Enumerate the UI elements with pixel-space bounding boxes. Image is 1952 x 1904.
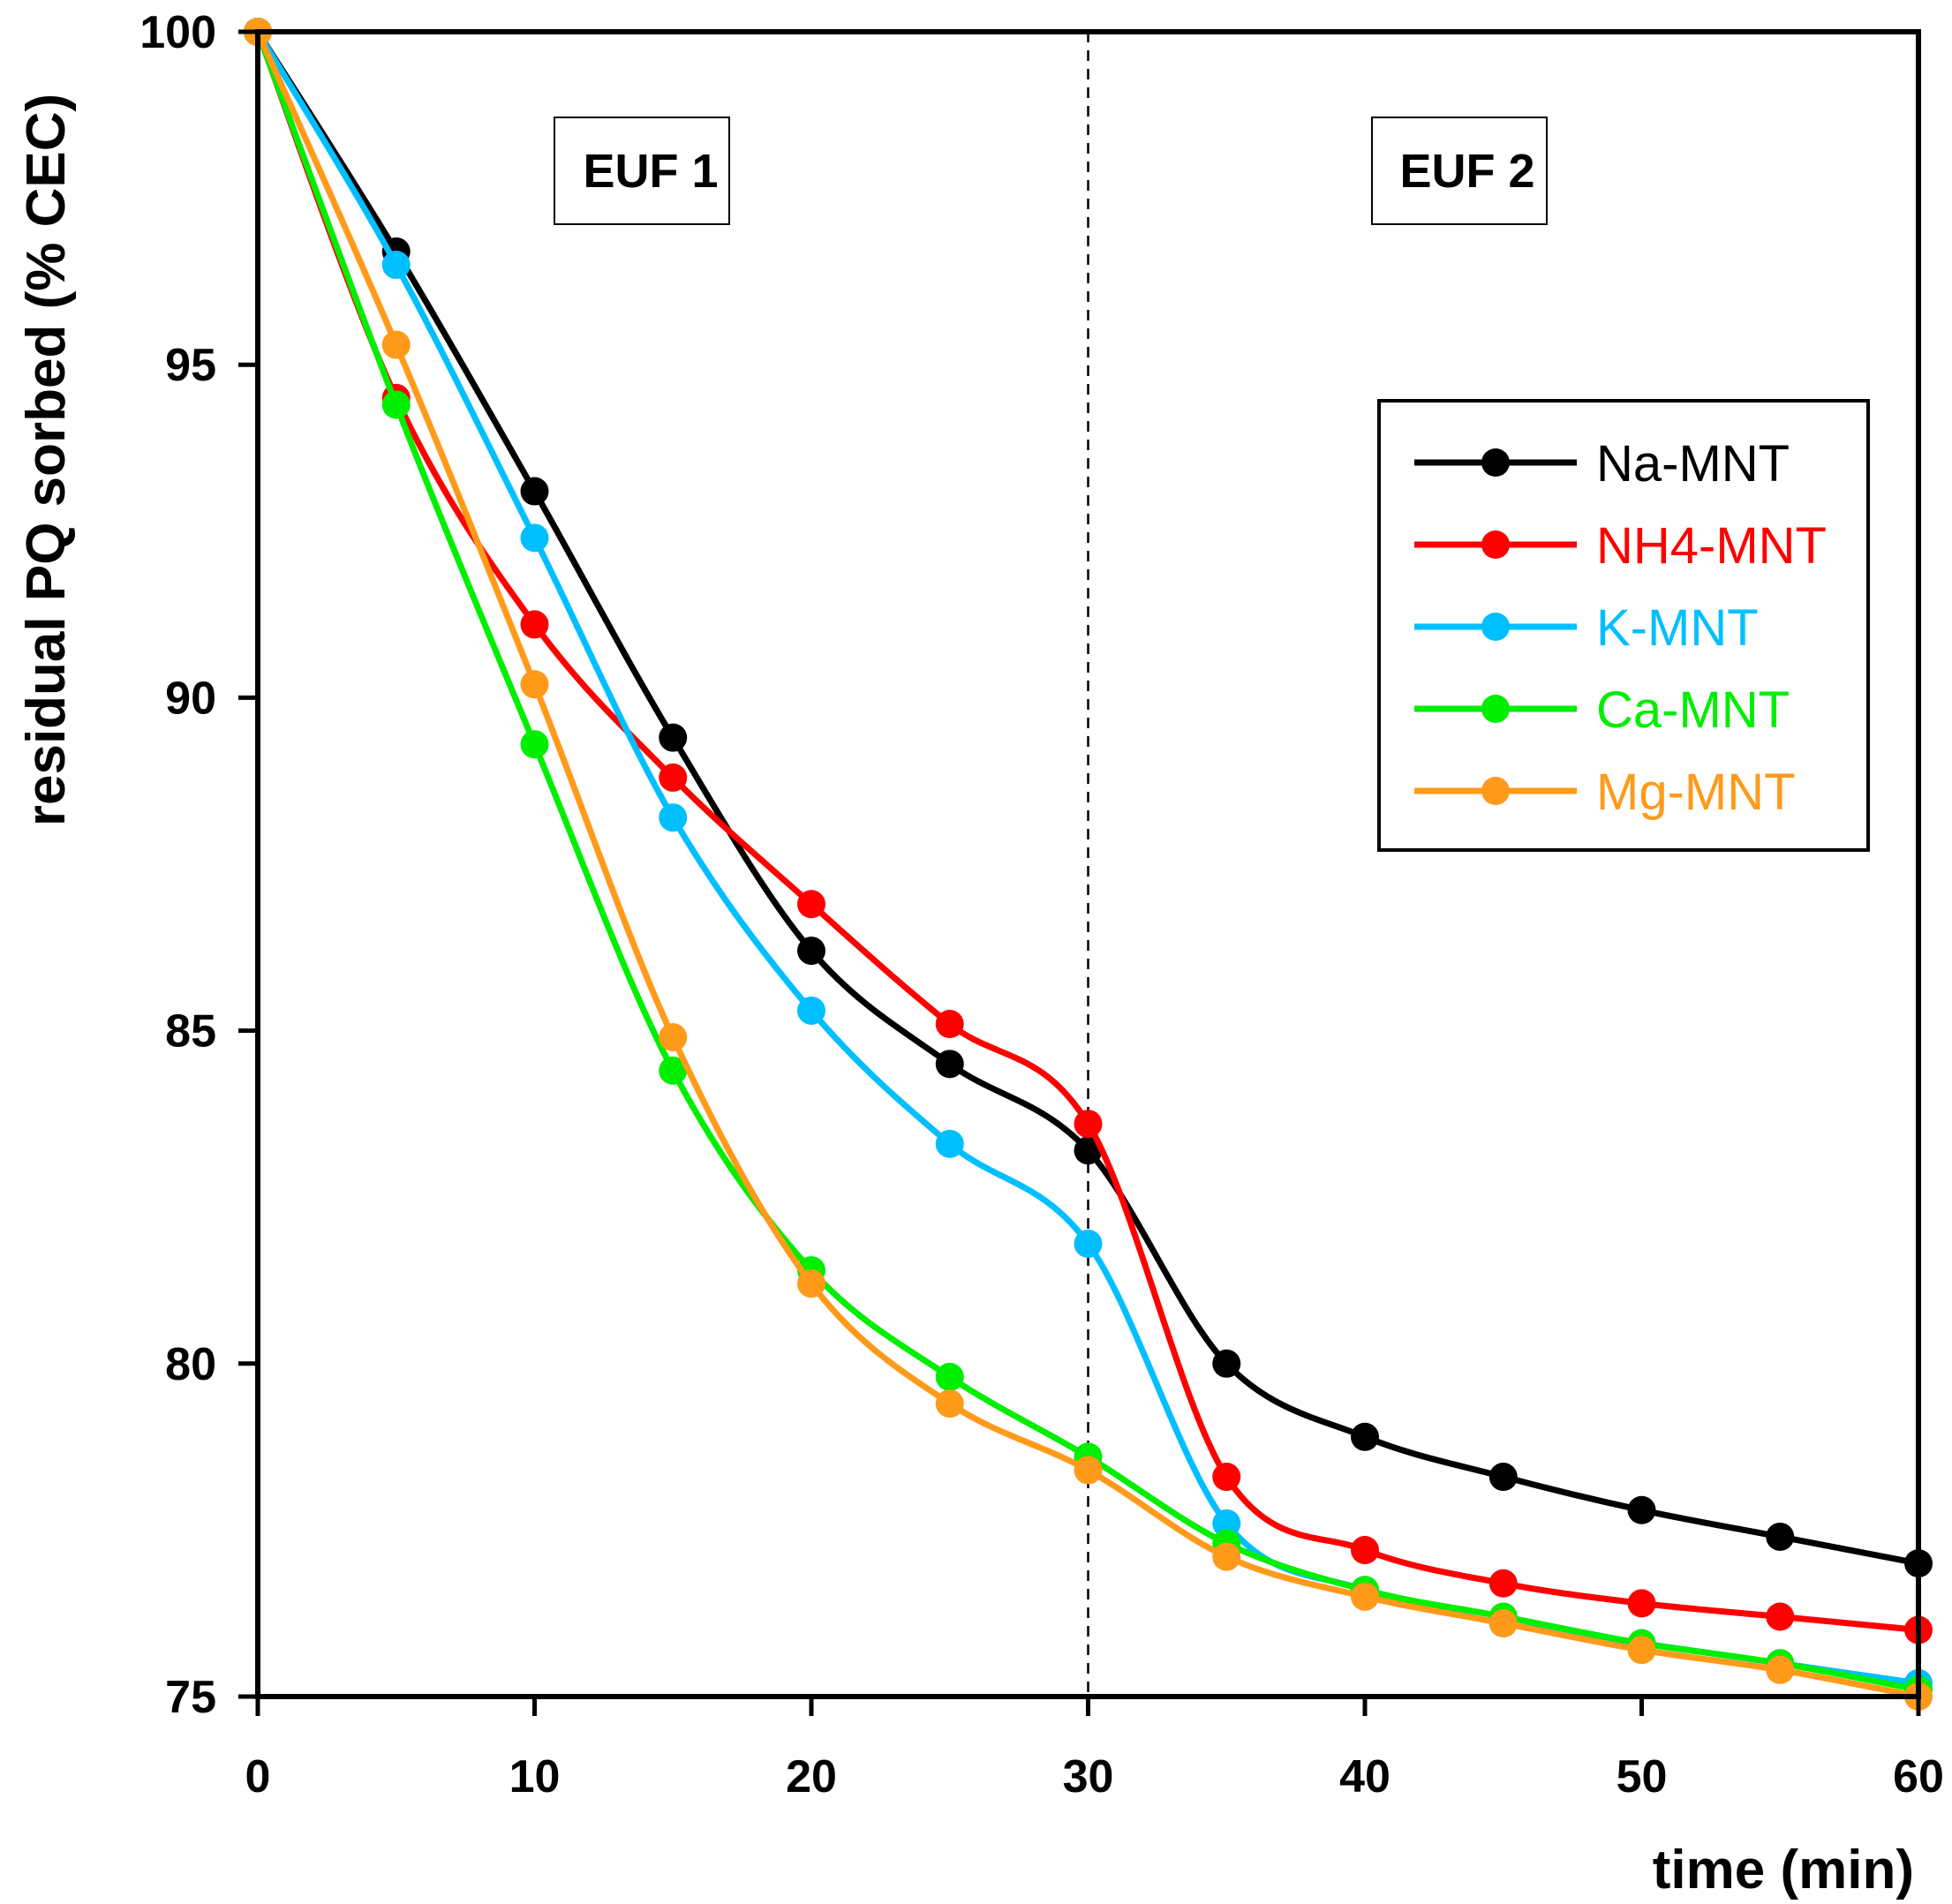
y-tick-label: 95 [165, 340, 216, 391]
x-tick-label: 40 [1339, 1751, 1391, 1802]
data-point-na-mnt [797, 937, 825, 966]
legend-label: Ca-MNT [1596, 681, 1790, 739]
data-point-mg-mnt [797, 1269, 825, 1298]
legend-swatch-marker [1481, 695, 1510, 723]
svg-text:EUF 1: EUF 1 [583, 145, 718, 198]
legend-label: NH4-MNT [1596, 517, 1827, 575]
data-point-k-mnt [797, 996, 825, 1025]
data-point-na-mnt [1212, 1349, 1241, 1378]
y-tick-label: 85 [165, 1006, 216, 1057]
legend-item-na-mnt: Na-MNT [1414, 435, 1790, 493]
data-point-mg-mnt [1627, 1636, 1656, 1665]
data-point-na-mnt [935, 1050, 964, 1079]
y-tick-label: 75 [165, 1672, 216, 1723]
data-point-ca-mnt [935, 1362, 964, 1391]
data-point-na-mnt [1627, 1495, 1656, 1524]
legend-label: Na-MNT [1596, 435, 1790, 493]
series-mg-mnt [244, 18, 1933, 1711]
data-point-k-mnt [520, 523, 549, 553]
x-tick-label: 30 [1063, 1751, 1114, 1802]
data-point-mg-mnt [1351, 1582, 1379, 1611]
series-layer [244, 18, 1933, 1711]
data-point-k-mnt [1074, 1230, 1103, 1259]
legend-label: Mg-MNT [1596, 764, 1796, 821]
y-tick-label: 100 [139, 7, 216, 58]
legend-swatch-marker [1481, 613, 1510, 641]
x-tick-label: 60 [1893, 1751, 1944, 1802]
x-tick-label: 20 [786, 1751, 837, 1802]
data-point-na-mnt [520, 477, 549, 506]
data-point-na-mnt [1351, 1422, 1379, 1451]
legend-swatch-marker [1481, 531, 1510, 559]
data-point-mg-mnt [1488, 1609, 1518, 1638]
x-tick-label: 0 [245, 1751, 271, 1802]
series-ca-mnt [244, 18, 1933, 1705]
region-label-euf-2: EUF 2 [1371, 117, 1548, 225]
legend-item-ca-mnt: Ca-MNT [1414, 681, 1790, 739]
data-point-mg-mnt [935, 1389, 964, 1419]
svg-text:EUF 2: EUF 2 [1399, 145, 1534, 198]
series-line-na-mnt [254, 28, 1922, 1567]
data-point-nh4-mnt [1627, 1589, 1656, 1618]
data-point-mg-mnt [520, 670, 549, 699]
legend-item-mg-mnt: Mg-MNT [1414, 764, 1796, 821]
data-point-mg-mnt [1074, 1456, 1103, 1485]
data-point-nh4-mnt [1074, 1110, 1103, 1139]
data-point-nh4-mnt [520, 610, 549, 639]
data-point-na-mnt [1766, 1522, 1795, 1551]
data-point-ca-mnt [381, 390, 411, 419]
x-axis-title: time (min) [1653, 1840, 1914, 1900]
legend-label: K-MNT [1596, 599, 1759, 657]
region-label-euf-1: EUF 1 [554, 117, 730, 225]
data-point-mg-mnt [1212, 1542, 1241, 1571]
legend-item-k-mnt: K-MNT [1414, 599, 1759, 657]
y-axis: 75 80 85 90 95 100 [139, 7, 258, 1723]
legend-item-nh4-mnt: NH4-MNT [1414, 517, 1827, 575]
legend: Na-MNT NH4-MNT K-MNT Ca-MNT Mg-MNT [1377, 399, 1870, 852]
x-axis: 0 10 20 30 40 50 60 [245, 1697, 1944, 1802]
x-tick-label: 50 [1617, 1751, 1668, 1802]
data-point-mg-mnt [1766, 1655, 1795, 1684]
data-point-k-mnt [935, 1129, 964, 1158]
data-point-k-mnt [659, 803, 688, 832]
data-point-nh4-mnt [1351, 1536, 1379, 1565]
data-point-nh4-mnt [1488, 1569, 1518, 1598]
data-point-nh4-mnt [1766, 1602, 1795, 1631]
data-point-nh4-mnt [935, 1010, 964, 1039]
x-tick-label: 10 [509, 1751, 561, 1802]
data-point-na-mnt [659, 723, 688, 752]
data-point-k-mnt [381, 251, 411, 280]
data-point-nh4-mnt [1212, 1463, 1241, 1492]
data-point-nh4-mnt [659, 763, 688, 792]
data-point-mg-mnt [381, 330, 411, 359]
data-point-k-mnt [1212, 1509, 1241, 1538]
data-point-nh4-mnt [797, 890, 825, 919]
data-point-mg-mnt [659, 1023, 688, 1052]
data-point-na-mnt [1488, 1463, 1518, 1492]
legend-swatch-marker [1481, 777, 1510, 805]
data-point-ca-mnt [659, 1056, 688, 1085]
y-tick-label: 80 [165, 1339, 216, 1390]
y-axis-title: residual PQ sorbed (% CEC) [16, 94, 77, 826]
data-point-na-mnt [1074, 1136, 1103, 1165]
legend-swatch-marker [1481, 448, 1510, 477]
data-point-ca-mnt [520, 730, 549, 759]
y-tick-label: 90 [165, 673, 216, 724]
